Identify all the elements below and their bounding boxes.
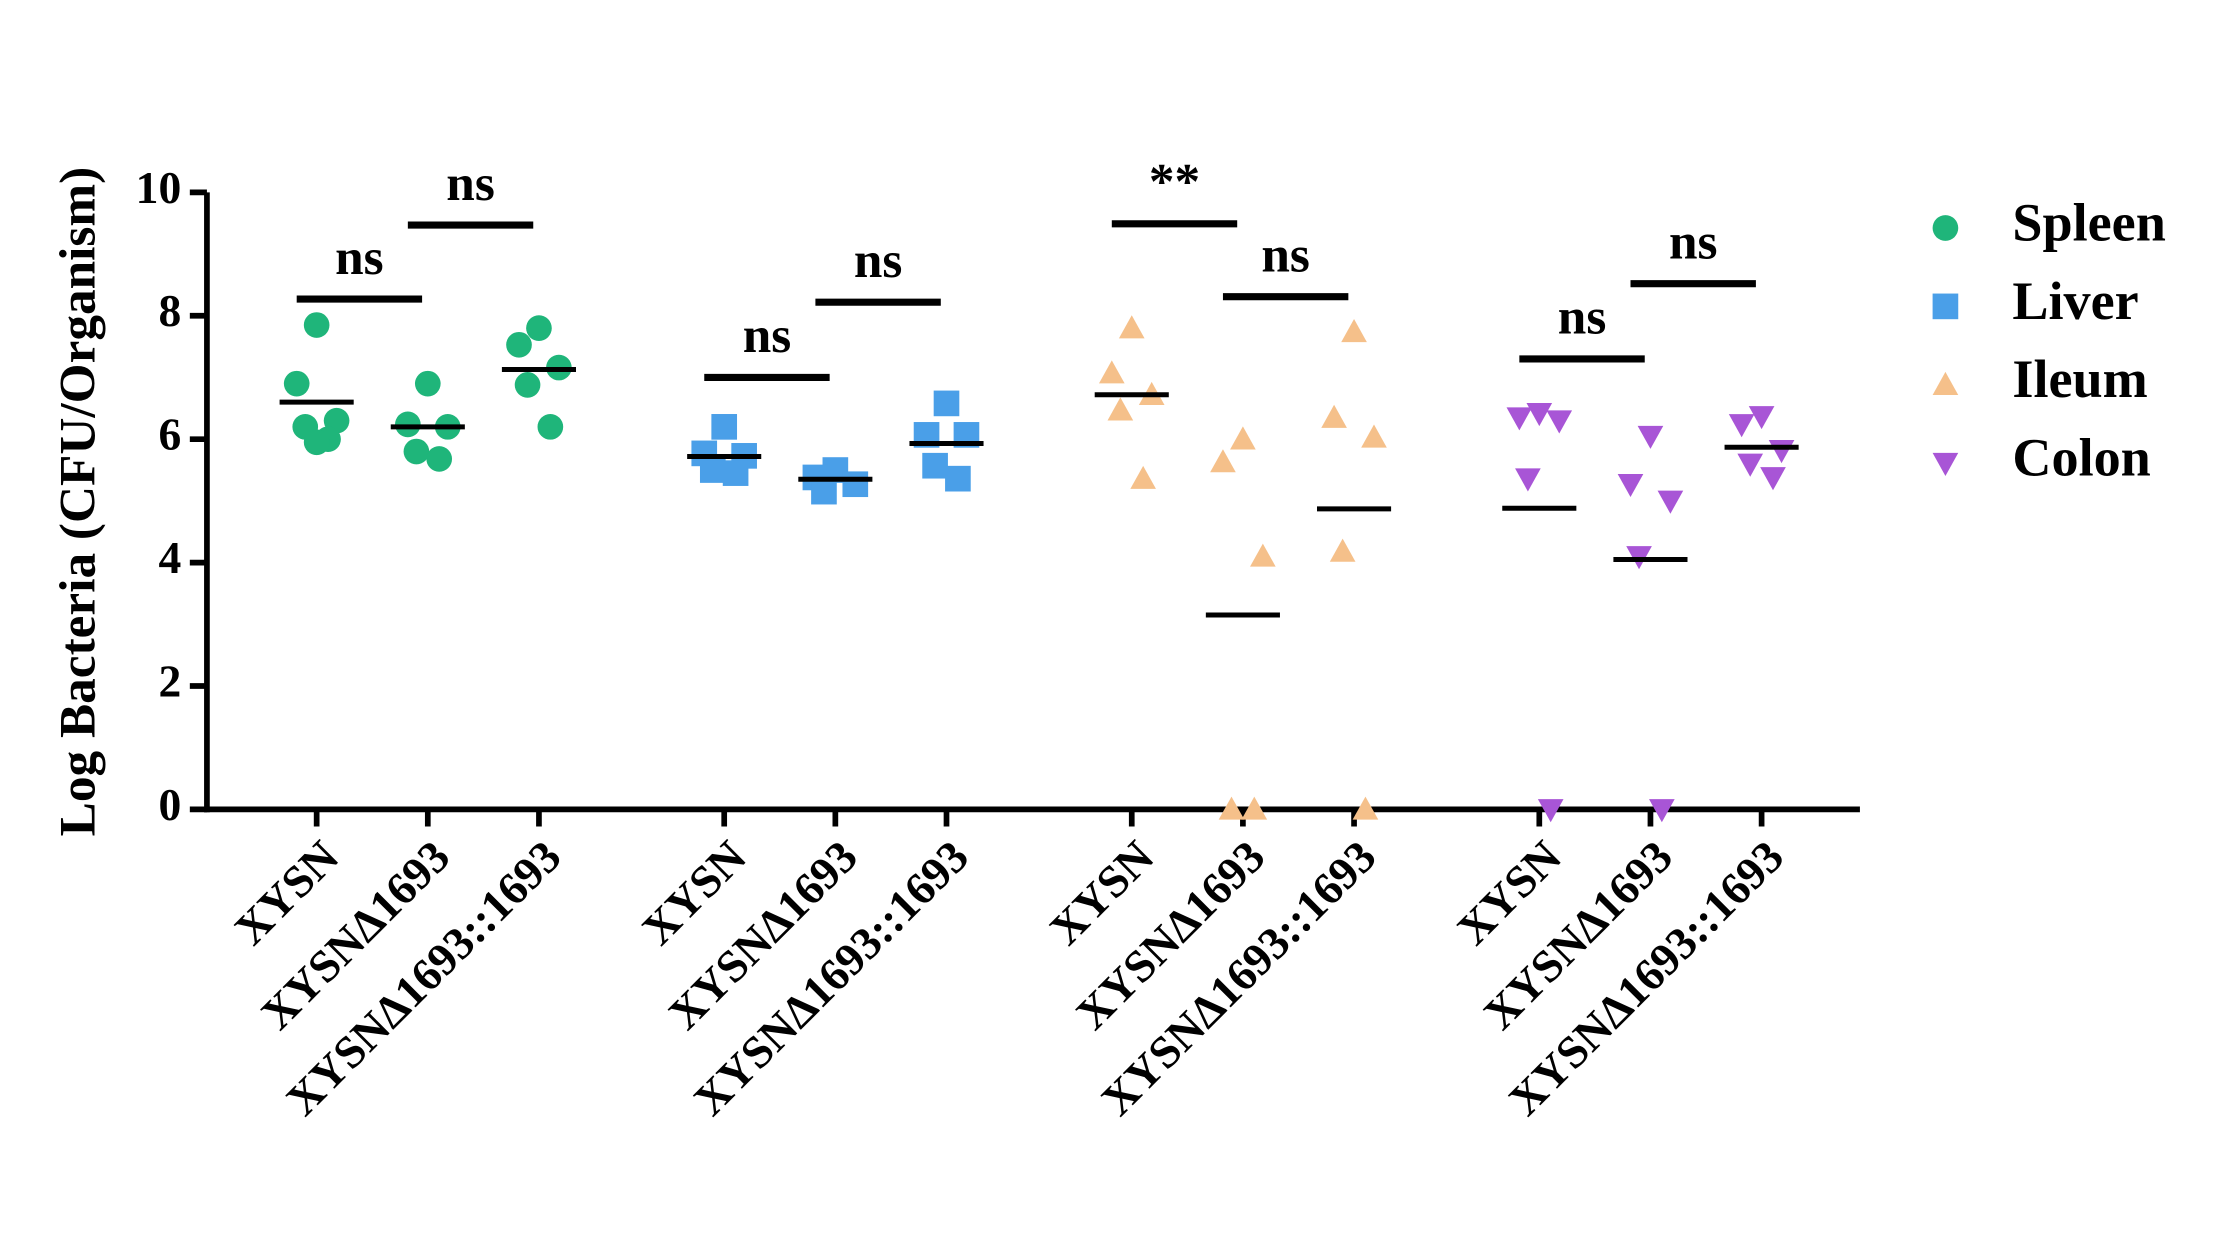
data-point xyxy=(811,478,837,505)
data-point xyxy=(1130,465,1156,489)
data-point xyxy=(1241,796,1268,820)
legend-marker xyxy=(1932,215,1959,241)
data-point xyxy=(403,438,430,465)
data-point xyxy=(1107,397,1134,421)
significance-label: ns xyxy=(446,155,495,212)
significance-label: ns xyxy=(854,232,903,289)
data-point xyxy=(1637,425,1664,449)
data-point xyxy=(1760,467,1786,491)
data-point xyxy=(1118,315,1145,339)
data-point xyxy=(283,370,310,397)
data-point xyxy=(1649,799,1675,823)
legend-label: Colon xyxy=(2012,428,2150,488)
y-tick-label: 6 xyxy=(158,409,181,460)
data-point xyxy=(1617,473,1644,498)
y-tick-label: 2 xyxy=(158,655,181,706)
data-point xyxy=(303,312,330,338)
data-point xyxy=(1748,406,1775,430)
significance-label: ns xyxy=(1558,289,1607,346)
legend-marker xyxy=(1932,371,1959,396)
data-point xyxy=(1210,449,1236,473)
data-point xyxy=(1728,414,1755,438)
data-point xyxy=(514,372,541,398)
legend-marker xyxy=(1932,452,1959,476)
data-point xyxy=(922,452,948,479)
data-point xyxy=(699,457,726,483)
data-point xyxy=(842,471,869,498)
data-point xyxy=(1321,404,1347,428)
data-point xyxy=(1506,407,1533,431)
significance-label: ns xyxy=(335,229,384,286)
data-point xyxy=(1537,799,1564,823)
significance-label: ns xyxy=(743,307,792,364)
data-point xyxy=(1546,410,1573,434)
data-point xyxy=(1526,403,1553,427)
y-tick-label: 10 xyxy=(136,162,182,213)
data-point xyxy=(933,390,960,417)
data-point xyxy=(526,315,552,341)
data-point xyxy=(1230,426,1256,450)
data-point xyxy=(1098,360,1125,384)
data-point xyxy=(1341,318,1367,343)
data-point xyxy=(1515,468,1541,492)
y-tick-label: 0 xyxy=(158,779,181,830)
significance-label: ns xyxy=(1669,213,1717,270)
legend-label: Ileum xyxy=(2012,349,2147,409)
data-point xyxy=(506,331,532,358)
significance-label: ns xyxy=(1261,226,1310,283)
data-point xyxy=(722,460,749,486)
data-point xyxy=(303,429,330,456)
data-point xyxy=(945,465,971,492)
data-point xyxy=(1737,453,1764,477)
data-point xyxy=(711,414,738,440)
legend-label: Liver xyxy=(2012,271,2138,331)
data-point xyxy=(1768,440,1795,464)
y-tick-label: 4 xyxy=(158,532,181,583)
data-point xyxy=(426,446,453,472)
data-point xyxy=(537,414,564,440)
data-point xyxy=(1352,796,1379,820)
data-point xyxy=(1657,490,1684,514)
data-point xyxy=(1329,538,1356,562)
data-point xyxy=(1250,543,1276,567)
data-point xyxy=(1361,424,1387,448)
significance-label: ** xyxy=(1149,154,1200,211)
y-axis-label: Log Bacteria (CFU/Organism) xyxy=(50,167,107,837)
data-point xyxy=(414,370,441,397)
legend-marker xyxy=(1932,293,1959,320)
legend-label: Spleen xyxy=(2012,192,2165,252)
y-tick-label: 8 xyxy=(158,285,181,336)
data-point xyxy=(1218,796,1245,820)
